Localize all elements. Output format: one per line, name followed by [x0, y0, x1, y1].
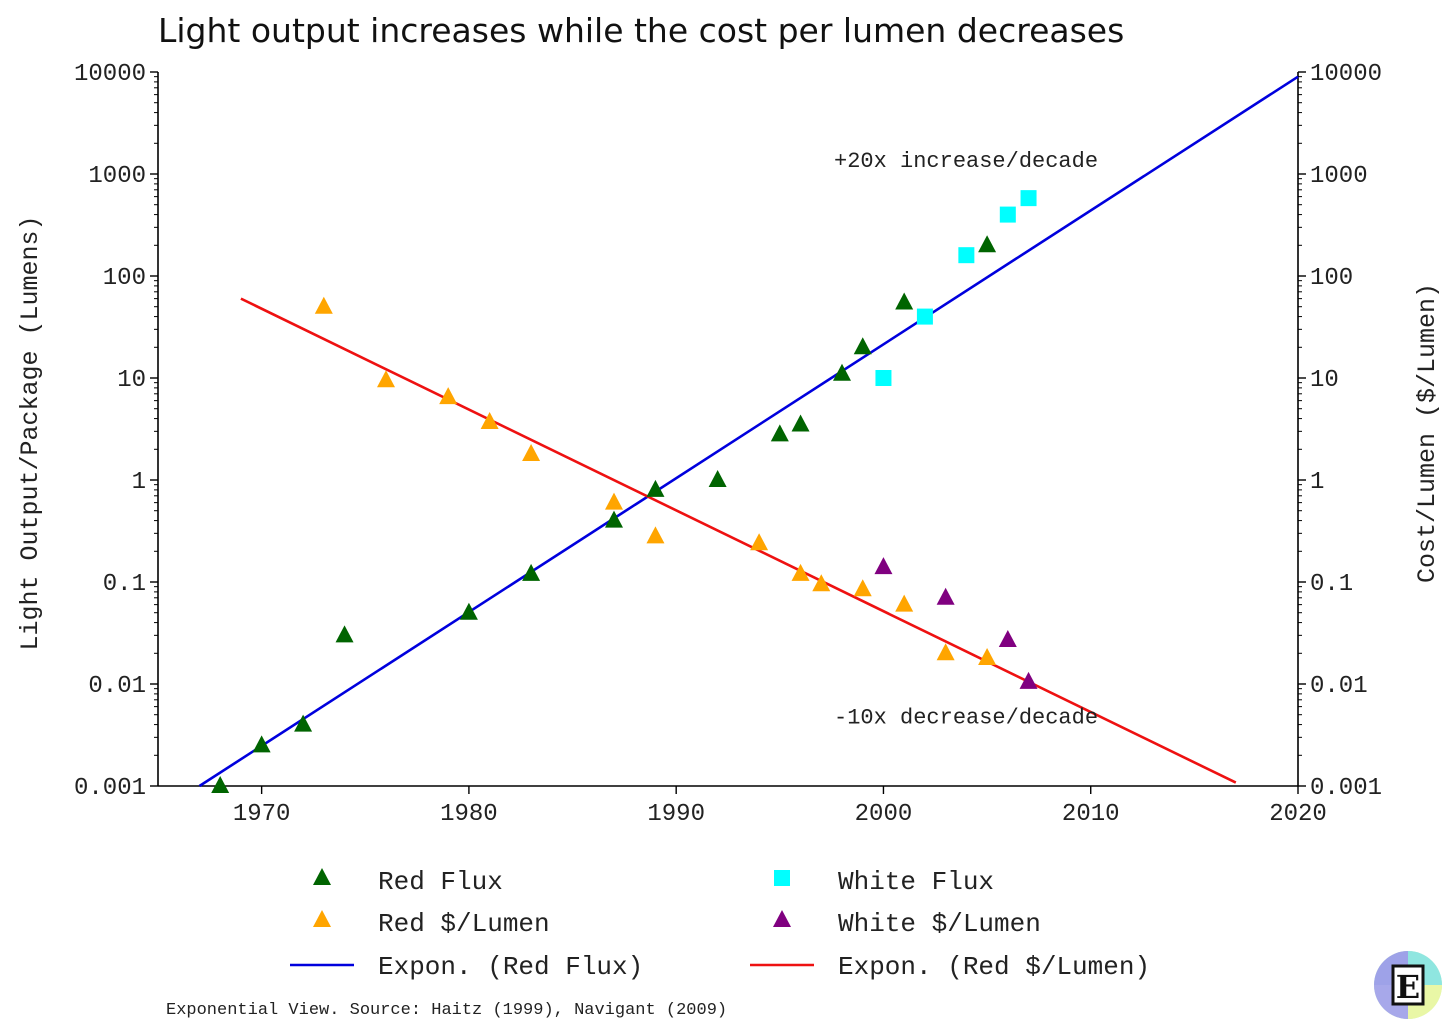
data-point — [522, 563, 541, 581]
y-tick-label-left: 0.001 — [74, 775, 146, 802]
data-point — [377, 370, 395, 388]
y-tick-label-left: 10 — [117, 367, 146, 394]
legend-swatch — [313, 910, 331, 927]
data-point — [978, 235, 997, 253]
y-tick-label-right: 1 — [1310, 469, 1324, 496]
annotations: +20x increase/decade -10x decrease/decade — [834, 149, 1098, 731]
data-point — [335, 625, 354, 643]
data-point — [895, 594, 914, 612]
legend-label: White $/Lumen — [838, 909, 1041, 939]
data-point — [978, 647, 997, 665]
y-tick-label-left: 100 — [103, 265, 146, 292]
data-point — [605, 510, 623, 528]
data-point — [252, 735, 271, 753]
data-point — [791, 414, 810, 432]
annotation-label: +20x increase/decade — [834, 149, 1098, 174]
plot-axes: 0.001 0.001 0.01 0.01 0.1 0.1 1 1 10 10 100 100 1000… — [74, 61, 1382, 828]
data-point — [646, 526, 665, 544]
data-point — [936, 587, 955, 605]
legend-swatch — [774, 870, 790, 886]
data-point — [875, 370, 892, 386]
legend-label: Red $/Lumen — [378, 909, 550, 939]
data-point — [750, 533, 769, 551]
x-tick-label: 2020 — [1269, 801, 1327, 828]
data-point — [874, 557, 893, 575]
legend-swatch — [313, 868, 331, 885]
legend-label: Expon. (Red Flux) — [378, 952, 643, 982]
data-point — [770, 424, 789, 442]
data-point — [211, 776, 230, 793]
data-point — [480, 412, 499, 430]
legend: Red Flux White Flux Red $/Lumen White $/Lum… — [290, 867, 1150, 982]
data-markers — [211, 190, 1038, 793]
x-tick-label: 2000 — [855, 801, 913, 828]
data-point — [708, 470, 727, 487]
data-point — [999, 206, 1016, 223]
legend-swatch — [773, 910, 791, 927]
data-point — [998, 630, 1017, 648]
data-point — [895, 292, 914, 310]
y-tick-label-right: 0.001 — [1310, 775, 1382, 802]
data-point — [791, 563, 810, 581]
y-tick-label-right: 10 — [1310, 367, 1339, 394]
data-point — [833, 363, 851, 381]
trend-line — [240, 297, 1237, 784]
trend-line — [198, 75, 1299, 788]
chart-title: Light output increases while the cost pe… — [158, 11, 1124, 50]
x-tick-label: 1990 — [647, 801, 705, 828]
x-tick-label: 1980 — [440, 801, 498, 828]
data-point — [812, 574, 831, 592]
data-point — [522, 443, 541, 461]
x-tick-label: 2010 — [1062, 801, 1120, 828]
data-point — [1019, 671, 1038, 689]
data-point — [853, 579, 872, 597]
y-tick-label-left: 1 — [132, 469, 146, 496]
data-point — [294, 714, 313, 732]
data-point — [605, 492, 623, 510]
legend-label: Red Flux — [378, 867, 503, 897]
annotation-label: -10x decrease/decade — [834, 706, 1098, 731]
legend-label: Expon. (Red $/Lumen) — [838, 952, 1150, 982]
logo-letter: E — [1396, 968, 1420, 1006]
y-tick-label-right: 0.1 — [1310, 571, 1353, 598]
y-tick-label-left: 0.1 — [103, 571, 146, 598]
data-point — [1020, 190, 1037, 207]
y-tick-label-right: 0.01 — [1310, 673, 1368, 700]
y-tick-label-right: 1000 — [1310, 163, 1368, 190]
y-tick-label-right: 100 — [1310, 265, 1353, 292]
y-tick-label-left: 1000 — [88, 163, 146, 190]
y-axis-left-label: Light Output/Package (Lumens) — [16, 215, 45, 650]
data-point — [459, 602, 478, 620]
data-point — [916, 308, 933, 325]
data-point — [936, 643, 955, 661]
y-tick-label-left: 10000 — [74, 61, 146, 88]
data-point — [853, 337, 872, 355]
trend-lines — [198, 75, 1299, 788]
data-point — [958, 247, 975, 264]
y-tick-label-right: 10000 — [1310, 61, 1382, 88]
y-axis-right-label: Cost/Lumen ($/Lumen) — [1413, 283, 1442, 583]
exponential-view-logo: E — [1374, 951, 1442, 1019]
data-point — [439, 387, 458, 405]
y-tick-label-left: 0.01 — [88, 673, 146, 700]
data-point — [646, 479, 665, 497]
source-note: Exponential View. Source: Haitz (1999), … — [166, 1001, 727, 1020]
data-point — [314, 296, 333, 314]
x-tick-label: 1970 — [233, 801, 291, 828]
legend-label: White Flux — [838, 867, 994, 897]
